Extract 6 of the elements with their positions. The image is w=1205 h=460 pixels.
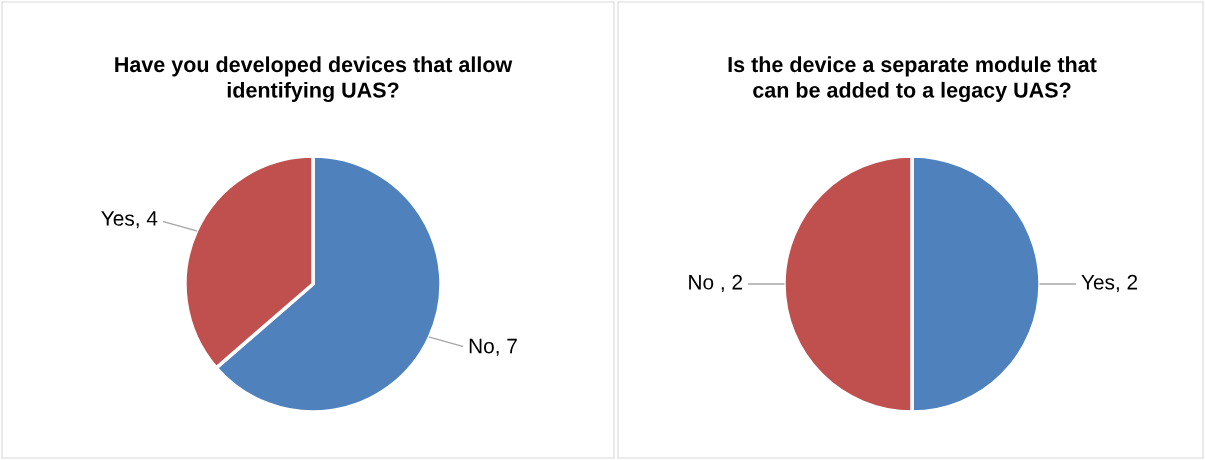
- slice-label: Yes, 2: [1081, 274, 1138, 293]
- chart-title: Is the device a separate module that can be added to a legacy UAS?: [728, 56, 1097, 103]
- slice-label: No , 2: [689, 274, 742, 293]
- slice-label: No, 7: [469, 338, 517, 356]
- chart-title: Have you developed devices that allow identifying UAS?: [115, 56, 513, 103]
- slice-label: Yes, 4: [101, 211, 158, 229]
